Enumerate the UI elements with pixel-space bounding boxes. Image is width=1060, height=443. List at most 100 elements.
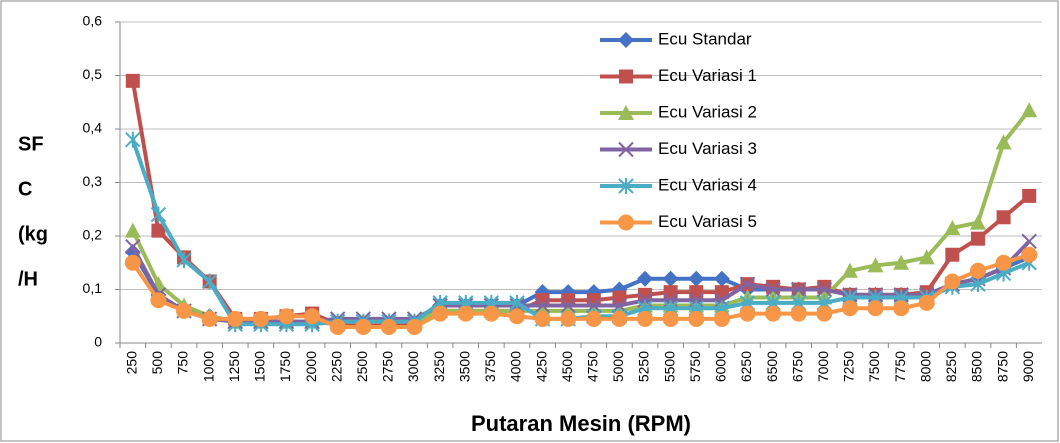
- marker: [1021, 102, 1038, 118]
- marker: [637, 270, 654, 287]
- x-tick-label: 1000: [200, 351, 216, 382]
- x-tick-label: 3500: [456, 351, 472, 382]
- x-tick-label: 6000: [713, 351, 729, 382]
- legend-label: Ecu Standar: [658, 29, 752, 48]
- x-tick-label: 750: [175, 351, 191, 375]
- marker: [996, 210, 1011, 225]
- y-axis-label: SF: [18, 133, 44, 155]
- y-tick-label: 0,6: [83, 13, 103, 29]
- marker: [618, 214, 634, 231]
- x-tick-label: 3750: [482, 351, 498, 382]
- y-tick-label: 0,5: [83, 66, 103, 82]
- marker: [1021, 233, 1037, 250]
- marker: [918, 249, 935, 265]
- x-tick-label: 4750: [585, 351, 601, 382]
- marker: [816, 281, 833, 298]
- x-tick-label: 2250: [328, 351, 344, 382]
- marker: [612, 290, 627, 305]
- marker: [970, 276, 986, 293]
- marker: [867, 300, 884, 317]
- marker: [841, 262, 858, 278]
- marker: [893, 300, 910, 317]
- marker: [611, 310, 628, 327]
- marker: [662, 310, 679, 327]
- marker: [406, 318, 423, 335]
- marker: [713, 270, 730, 287]
- x-tick-label: 4000: [508, 351, 524, 382]
- x-tick-label: 7750: [892, 351, 908, 382]
- marker: [176, 252, 192, 269]
- x-tick-label: 8500: [969, 351, 985, 382]
- marker: [150, 292, 167, 309]
- marker: [585, 310, 602, 327]
- marker: [125, 238, 141, 255]
- y-tick-label: 0: [94, 334, 102, 350]
- x-tick-label: 8000: [917, 351, 933, 382]
- marker: [252, 310, 269, 327]
- x-tick-label: 5750: [687, 351, 703, 382]
- marker: [483, 305, 500, 322]
- marker: [355, 318, 372, 335]
- x-tick-label: 3250: [431, 351, 447, 382]
- marker: [918, 294, 935, 311]
- x-tick-label: 5250: [636, 351, 652, 382]
- x-tick-label: 8750: [994, 351, 1010, 382]
- marker: [176, 302, 193, 319]
- marker: [534, 310, 551, 327]
- marker: [380, 318, 397, 335]
- x-tick-label: 6500: [764, 351, 780, 382]
- y-tick-label: 0,2: [83, 227, 103, 243]
- x-tick-label: 1250: [226, 351, 242, 382]
- marker: [739, 305, 756, 322]
- marker: [995, 254, 1012, 271]
- marker: [841, 300, 858, 317]
- marker: [790, 305, 807, 322]
- marker: [765, 281, 781, 298]
- marker: [534, 297, 551, 314]
- marker: [124, 222, 141, 238]
- legend-label: Ecu Variasi 5: [658, 212, 757, 231]
- marker: [1022, 188, 1037, 203]
- x-tick-label: 5000: [610, 351, 626, 382]
- marker: [790, 281, 807, 298]
- legend-label: Ecu Variasi 1: [658, 66, 757, 85]
- marker: [618, 32, 634, 48]
- x-tick-label: 2750: [380, 351, 396, 382]
- x-axis-label: Putaran Mesin (RPM): [471, 411, 691, 436]
- x-tick-label: 7250: [841, 351, 857, 382]
- y-tick-label: 0,3: [83, 173, 103, 189]
- y-axis-label: C: [18, 178, 32, 200]
- marker: [124, 254, 141, 271]
- x-tick-label: 2500: [354, 351, 370, 382]
- y-axis-label: /H: [18, 268, 38, 290]
- series: [124, 246, 1038, 335]
- marker: [457, 305, 474, 322]
- marker: [739, 276, 756, 292]
- marker: [278, 308, 295, 325]
- marker: [1021, 246, 1038, 263]
- marker: [560, 310, 577, 327]
- x-tick-label: 7000: [815, 351, 831, 382]
- x-tick-label: 6750: [789, 351, 805, 382]
- marker: [618, 141, 634, 158]
- marker: [201, 273, 218, 290]
- marker: [867, 257, 884, 273]
- marker: [619, 69, 633, 84]
- marker: [329, 318, 346, 335]
- marker: [304, 308, 321, 325]
- marker: [509, 294, 525, 311]
- marker: [969, 262, 986, 279]
- marker: [816, 305, 833, 322]
- marker: [995, 134, 1012, 150]
- legend-label: Ecu Variasi 2: [658, 102, 757, 121]
- marker: [688, 270, 705, 287]
- marker: [560, 297, 576, 314]
- y-tick-label: 0,1: [83, 280, 103, 296]
- x-tick-label: 6250: [738, 351, 754, 382]
- marker: [944, 219, 961, 235]
- marker: [432, 305, 449, 322]
- marker: [944, 273, 961, 290]
- x-tick-label: 5500: [661, 351, 677, 382]
- marker: [662, 270, 679, 287]
- marker: [618, 178, 634, 194]
